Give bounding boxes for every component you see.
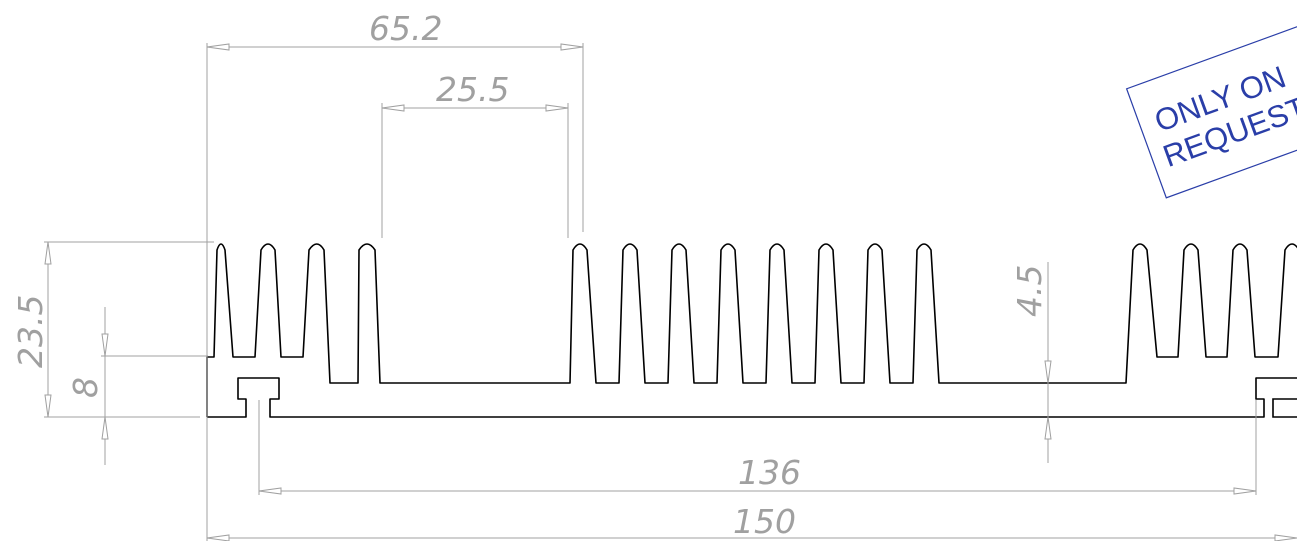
heatsink-base-right-slot: [1272, 398, 1297, 418]
dim-left-group-width: 65.2: [369, 9, 442, 48]
dimension-arrowheads: [44, 43, 1297, 541]
only-on-request-stamp: ONLY ON REQUEST: [1125, 19, 1297, 199]
dim-overall-width: 150: [733, 502, 796, 541]
dim-base-thickness: 4.5: [1010, 265, 1049, 317]
stamp-border: [1125, 19, 1297, 199]
dim-total-height: 23.5: [11, 295, 50, 368]
dim-gap-width: 25.5: [436, 70, 509, 109]
heatsink-base-bottom-edge: [207, 377, 1297, 418]
dim-slot-pitch-width: 136: [738, 453, 801, 492]
dimension-lines: [44, 43, 1297, 541]
dim-base-height: 8: [66, 377, 105, 398]
heatsink-profile-outline: [206, 243, 1297, 417]
